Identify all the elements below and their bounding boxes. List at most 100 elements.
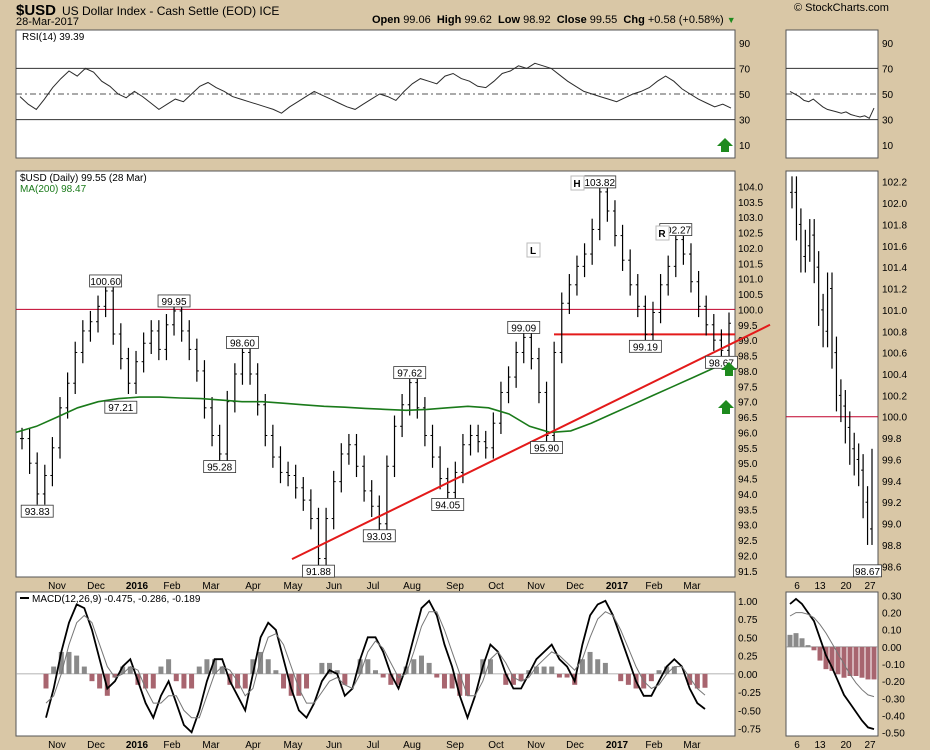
macd-hist-bar (380, 673, 386, 678)
macd-hist-bar (288, 673, 294, 696)
macd-hist-bar (74, 655, 80, 674)
macd-hist-bar (687, 673, 693, 685)
annotation-label: 97.21 (108, 403, 133, 414)
macd-hist-bar (395, 673, 401, 685)
x-tick-label: Nov (527, 581, 545, 592)
price-zoom-tick-label: 100.8 (882, 327, 907, 338)
macd-hist-bar (81, 666, 87, 674)
price-zoom-tick-label: 102.0 (882, 199, 907, 210)
macd-zoom-hist-bar (817, 646, 823, 661)
x-tick-label: Mar (683, 581, 701, 592)
x-tick-label: Feb (163, 581, 181, 592)
rsi-line (19, 62, 732, 114)
rsi-zoom-tick-label: 70 (882, 64, 894, 75)
signal-line (45, 611, 706, 719)
price-tick-label: 101.0 (738, 275, 763, 286)
pattern-box (526, 242, 541, 258)
x-zoom-tick-label: 20 (840, 581, 852, 592)
macd-hist-bar (51, 666, 57, 674)
price-tick-label: 100.0 (738, 305, 763, 316)
annotation-box (393, 366, 427, 380)
annotation-label: 98.67 (709, 358, 734, 369)
panel-priceZ (785, 170, 879, 578)
x-tick-label: Jun (326, 740, 342, 750)
macd-hist-bar (388, 673, 394, 685)
macd-zoom-hist-bar (829, 646, 835, 671)
macd-hist-bar (702, 673, 708, 688)
macd-hist-bar (258, 651, 264, 674)
up-arrow-icon (717, 138, 733, 152)
rsi-tick-label: 30 (739, 116, 751, 127)
annotation-box (507, 320, 541, 334)
chart-date: 28-Mar-2017 (16, 16, 79, 28)
x-zoom-tick-label: 13 (814, 740, 826, 750)
macd-hist-bar (304, 673, 310, 689)
macd-hist-bar (518, 673, 524, 682)
price-tick-label: 98.0 (738, 367, 758, 378)
macd-hist-bar (602, 662, 608, 674)
macd-zoom-tick-label: -0.10 (882, 660, 905, 671)
pattern-box (655, 225, 670, 241)
x-tick-label: Jul (367, 581, 380, 592)
macd-hist-bar (158, 666, 164, 674)
annotation-label: 94.05 (435, 500, 460, 511)
x-tick-label: Feb (645, 581, 663, 592)
x-tick-label: Sep (446, 581, 464, 592)
x-tick-label: Jun (326, 581, 342, 592)
macd-zoom-tick-label: -0.40 (882, 711, 905, 722)
symbol-description: US Dollar Index - Cash Settle (EOD) ICE (62, 4, 280, 18)
macd-hist-bar (373, 670, 378, 674)
price-tick-label: 103.5 (738, 198, 763, 209)
macd-hist-bar (127, 666, 133, 674)
macd-hist-bar (664, 666, 670, 674)
up-arrow-icon (718, 400, 734, 414)
x-tick-label: Jul (367, 740, 380, 750)
rsi-tick-label: 50 (739, 90, 751, 101)
macd-tick-label: 0.75 (738, 615, 758, 626)
annotation-box (853, 564, 882, 578)
annotation-label: 93.83 (25, 507, 50, 518)
rsi-tick-label: 10 (739, 141, 751, 152)
macd-zoom-hist-bar (823, 646, 829, 670)
macd-hist-bar (219, 666, 225, 674)
macd-hist-bar (120, 666, 126, 674)
macd-hist-bar (212, 659, 218, 674)
macd-hist-bar (143, 673, 149, 689)
price-tick-label: 92.0 (738, 551, 758, 562)
annotation-label: 98.60 (230, 338, 255, 349)
macd-hist-bar (66, 651, 72, 674)
macd-hist-bar (694, 673, 700, 689)
macd-hist-bar (656, 670, 662, 674)
price-tick-label: 99.0 (738, 336, 758, 347)
annotation-label: 97.62 (397, 369, 422, 380)
macd-hist-bar (196, 666, 202, 674)
x-tick-label: Apr (245, 581, 261, 592)
price-zoom-tick-label: 101.8 (882, 220, 907, 231)
annotation-label: 103.82 (584, 178, 615, 189)
price-zoom-tick-label: 98.6 (882, 562, 902, 573)
macd-hist-bar (618, 673, 624, 682)
macd-hist-bar (595, 659, 601, 674)
macd-zoom-tick-label: -0.20 (882, 677, 905, 688)
price-zoom-tick-label: 99.4 (882, 477, 902, 488)
macd-hist-bar (533, 666, 539, 674)
macd-line (45, 599, 706, 734)
macd-hist-bar (327, 662, 333, 674)
macd-hist-bar (457, 673, 463, 696)
rsi-zoom-tick-label: 50 (882, 90, 894, 101)
macd-hist-bar (441, 673, 447, 689)
annotation-box (20, 504, 54, 518)
annotation-label: 99.09 (511, 323, 536, 334)
price-zoom-tick-label: 99.0 (882, 520, 902, 531)
pattern-label: R (658, 229, 666, 240)
x-zoom-tick-label: 6 (794, 740, 800, 750)
macd-hist-bar (150, 673, 156, 689)
macd-hist-bar (625, 673, 631, 685)
price-tick-label: 95.5 (738, 444, 758, 455)
annotation-box (302, 564, 335, 578)
price-tick-label: 92.5 (738, 536, 758, 547)
up-arrow-icon (721, 362, 737, 376)
ohlc-readout: Open 99.06 High 99.62 Low 98.92 Close 99… (372, 14, 736, 26)
price-zoom-tick-label: 99.2 (882, 498, 902, 509)
